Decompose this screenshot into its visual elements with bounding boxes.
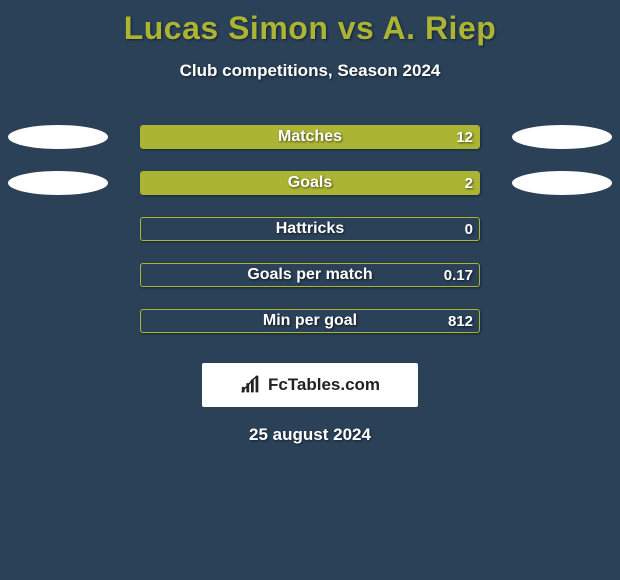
stat-label: Min per goal (141, 310, 479, 332)
stat-bar: Hattricks0 (140, 217, 480, 241)
brand-badge[interactable]: FcTables.com (202, 363, 418, 407)
stat-right-value: 0 (459, 218, 479, 240)
stat-bar: Matches12 (140, 125, 480, 149)
brand-text: FcTables.com (268, 375, 380, 395)
stat-right-value: 12 (450, 126, 479, 148)
stats-container: Matches12 Goals2 Hattricks0 Goals per match… (0, 119, 620, 349)
stat-right-value: 2 (459, 172, 479, 194)
stat-row: Goals per match0.17 (0, 257, 620, 303)
stat-bar: Min per goal812 (140, 309, 480, 333)
stat-label: Goals per match (141, 264, 479, 286)
stat-bar: Goals per match0.17 (140, 263, 480, 287)
player-marker-right (512, 125, 612, 149)
subtitle: Club competitions, Season 2024 (0, 61, 620, 81)
stat-right-value: 812 (442, 310, 479, 332)
player-marker-left (8, 171, 108, 195)
stat-row: Hattricks0 (0, 211, 620, 257)
bar-chart-icon (240, 374, 262, 396)
stat-row: Goals2 (0, 165, 620, 211)
stat-right-value: 0.17 (438, 264, 479, 286)
stat-label: Goals (141, 172, 479, 194)
player-marker-left (8, 125, 108, 149)
stat-row: Matches12 (0, 119, 620, 165)
stat-label: Hattricks (141, 218, 479, 240)
page-title: Lucas Simon vs A. Riep (0, 0, 620, 47)
player-marker-right (512, 171, 612, 195)
stat-row: Min per goal812 (0, 303, 620, 349)
date-text: 25 august 2024 (0, 425, 620, 445)
stat-label: Matches (141, 126, 479, 148)
stat-bar: Goals2 (140, 171, 480, 195)
